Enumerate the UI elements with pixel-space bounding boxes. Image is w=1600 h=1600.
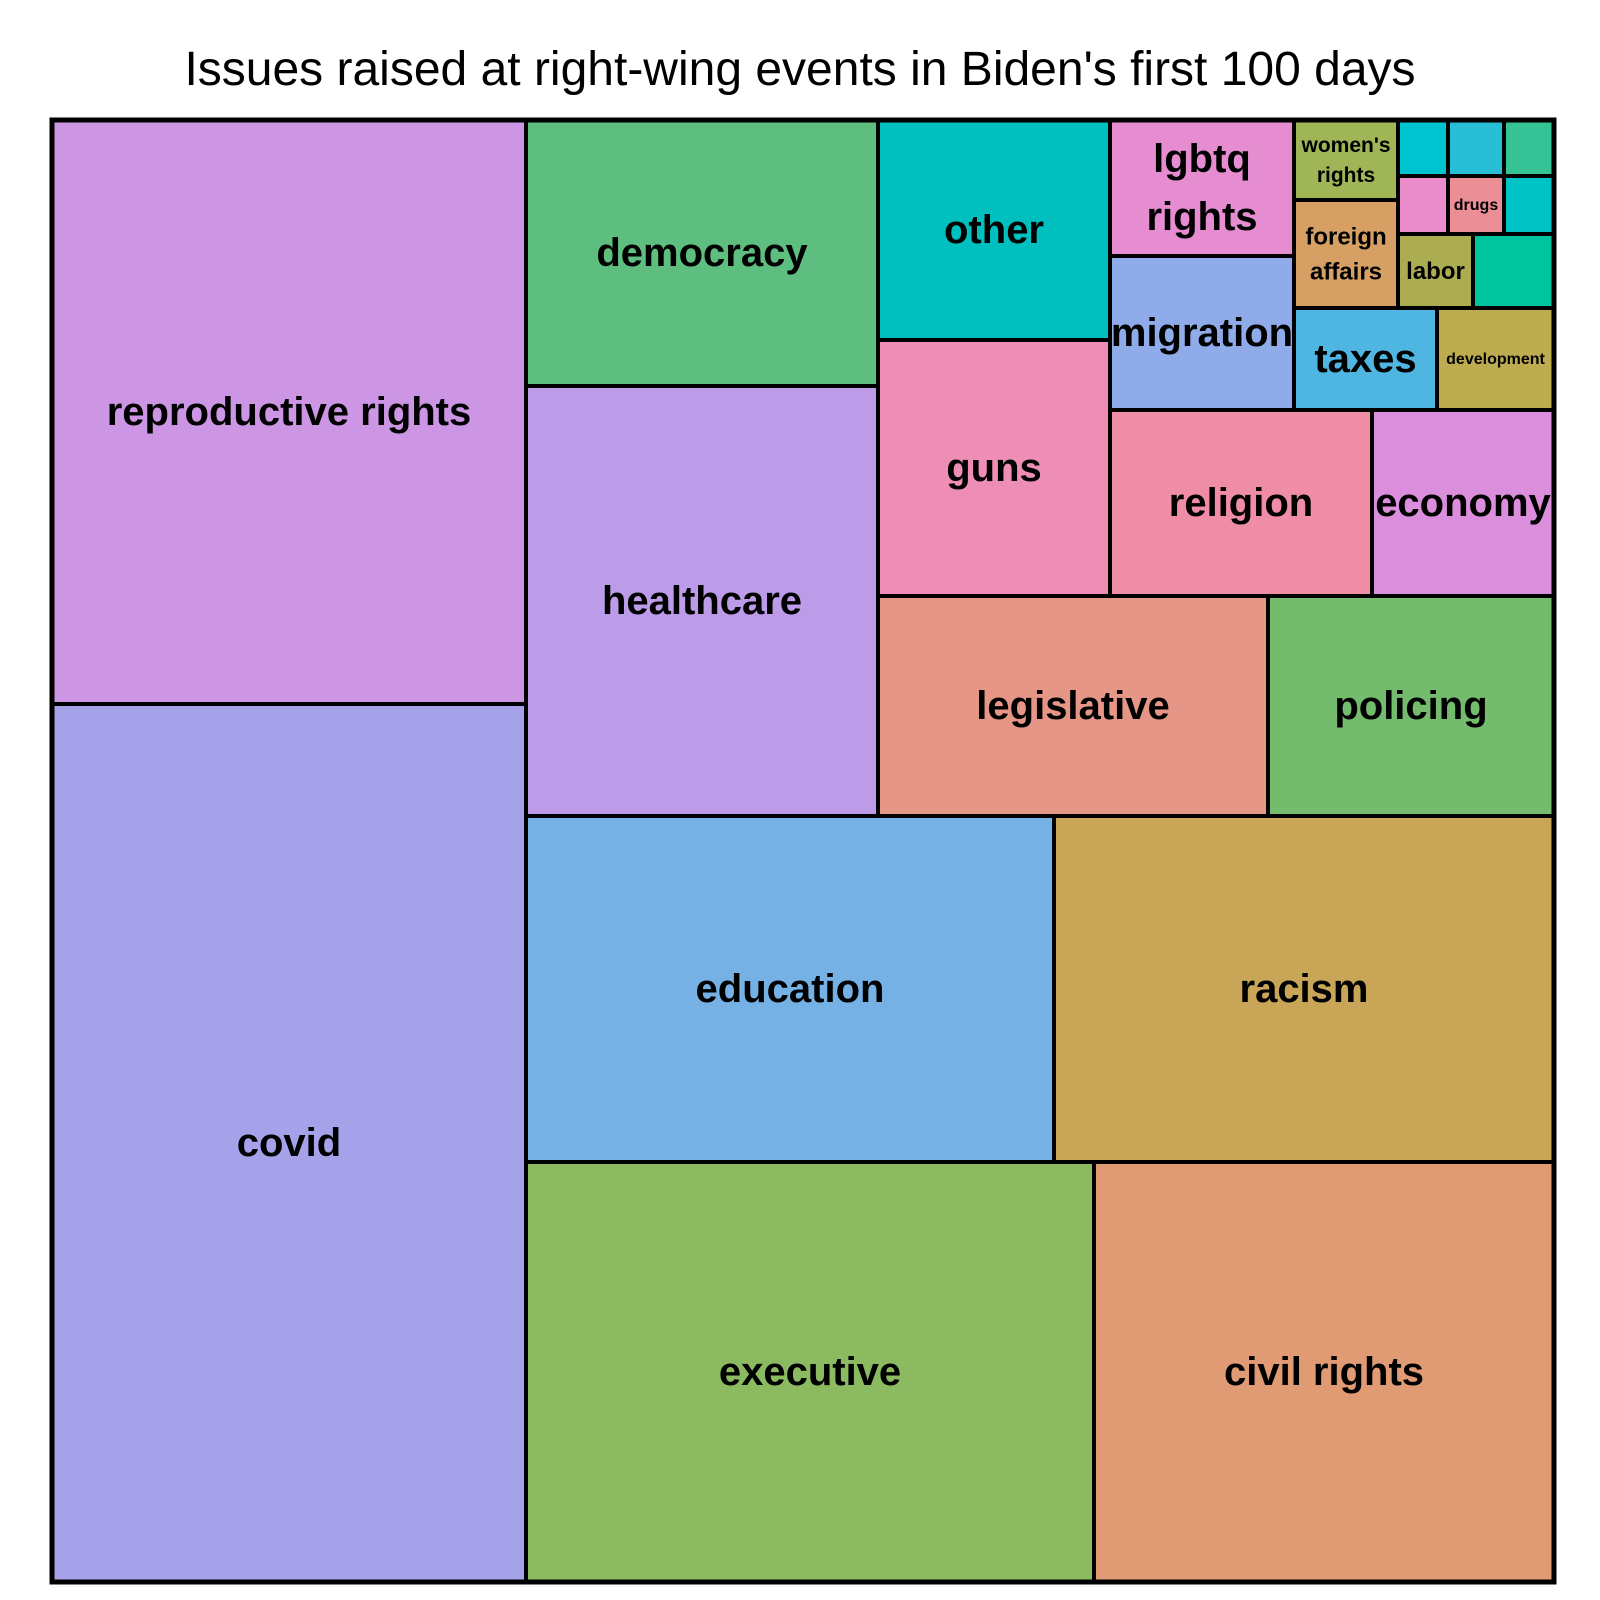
tile-unlabeled-26 [1446,118,1506,178]
tile-legislative: legislative [876,594,1270,818]
tile-rect [876,118,1112,342]
tile-education: education [524,814,1056,1164]
tile-racism: racism [1052,814,1556,1164]
tile-women-s-rights: women's rights [1292,118,1400,202]
tile-label: lgbtq rights [1146,137,1257,239]
tile-rect [1396,174,1450,236]
tile-religion: religion [1108,408,1374,598]
tile-rect [876,338,1112,598]
tile-rect [1292,198,1400,310]
tile-rect [1108,408,1374,598]
tile-civil-rights: civil rights [1092,1160,1556,1584]
tile-label: women's rights [1300,133,1390,186]
tile-label: guns [946,446,1042,490]
tile-rect [1396,232,1475,310]
tile-executive: executive [524,1160,1096,1584]
tile-migration: migration [1108,254,1296,412]
tile-rect [524,118,880,388]
tile-rect [524,384,880,818]
tile-label: taxes [1314,337,1416,381]
tile-foreign-affairs: foreign affairs [1292,198,1400,310]
tile-rect [1446,118,1506,178]
tile-economy: economy [1370,408,1556,598]
tile-rect [1092,1160,1556,1584]
tile-label: other [944,208,1044,252]
tile-unlabeled-27 [1502,118,1556,178]
tile-labor: labor [1396,232,1475,310]
tile-rect [1471,232,1556,310]
tile-covid: covid [50,702,528,1584]
tile-label: legislative [976,684,1169,728]
tile-label: education [696,967,885,1011]
tile-label: policing [1334,684,1487,728]
tile-development: development [1435,306,1556,412]
tile-unlabeled-24 [1502,174,1556,236]
tile-lgbtq-rights: lgbtq rights [1108,118,1296,258]
tile-unlabeled-21 [1471,232,1556,310]
tile-label: religion [1169,481,1313,525]
tile-rect [1108,254,1296,412]
tile-label: development [1446,351,1545,368]
tile-policing: policing [1266,594,1556,818]
tile-unlabeled-23 [1396,174,1450,236]
tile-drugs: drugs [1446,174,1506,236]
tile-unlabeled-25 [1396,118,1450,178]
tile-label: democracy [596,231,808,275]
tile-rect [1502,118,1556,178]
tile-guns: guns [876,338,1112,598]
tile-label: reproductive rights [107,390,472,434]
tile-rect [1292,306,1439,412]
treemap-frame [49,117,1557,1585]
tile-healthcare: healthcare [524,384,880,818]
tile-taxes: taxes [1292,306,1439,412]
tile-label: executive [719,1350,901,1394]
tile-rect [524,1160,1096,1584]
tile-rect [876,594,1270,818]
tile-rect [1435,306,1556,412]
tile-label: economy [1375,481,1551,525]
tile-label: healthcare [602,579,802,623]
tile-other: other [876,118,1112,342]
tile-label: drugs [1454,197,1499,214]
tile-label: labor [1406,258,1465,285]
tile-rect [1292,118,1400,202]
tile-rect [1396,118,1450,178]
chart-title: Issues raised at right-wing events in Bi… [184,43,1416,96]
tile-label: covid [237,1121,341,1165]
tile-label: civil rights [1224,1350,1424,1394]
tile-label: racism [1240,967,1369,1011]
tile-rect [524,814,1056,1164]
tile-rect [1502,174,1556,236]
tile-reproductive-rights: reproductive rights [50,118,528,706]
tile-democracy: democracy [524,118,880,388]
tile-rect [1108,118,1296,258]
tile-rect [50,702,528,1584]
tile-label: migration [1111,311,1293,355]
tile-rect [1052,814,1556,1164]
tile-label: foreign affairs [1305,223,1386,285]
